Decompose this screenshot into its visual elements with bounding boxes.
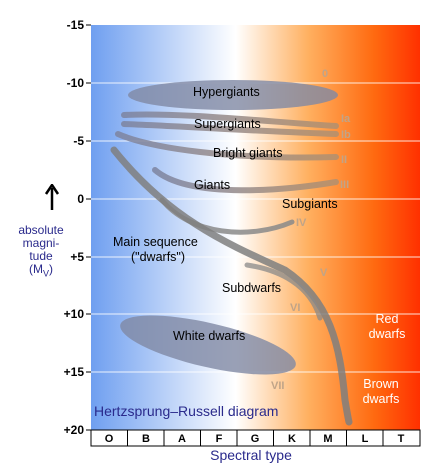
spectral-class-a: A <box>178 433 186 445</box>
y-axis-label-line: magni- <box>22 236 60 250</box>
spectral-class-b: B <box>142 433 150 445</box>
class-v-label: V <box>320 267 328 279</box>
class-vi-label: VI <box>290 302 300 314</box>
subdwarf-branch <box>244 262 323 321</box>
giants-label: Giants <box>194 178 230 192</box>
y-axis-label-line: absolute <box>18 223 64 237</box>
spectral-class-k: K <box>288 433 296 445</box>
spectral-class-g: G <box>251 433 260 445</box>
supergiant-ia-branch <box>121 111 339 129</box>
y-tick-label: +5 <box>70 250 84 264</box>
y-axis-label-line: tude <box>29 249 53 263</box>
red-dwarfs-label: Red <box>376 312 399 326</box>
y-tick-label: 0 <box>77 192 84 206</box>
white-dwarfs-region <box>120 315 296 375</box>
supergiants-label: Supergiants <box>194 117 261 131</box>
class-iii-label: III <box>340 179 349 191</box>
class-ia-label: Ia <box>341 113 351 125</box>
main-sequence-dwarfs-label: ("dwarfs") <box>131 250 185 264</box>
brown-dwarfs-label-2: dwarfs <box>363 392 400 406</box>
y-axis-symbol-open: (M <box>28 262 43 276</box>
class-ib-label: Ib <box>341 129 351 141</box>
hypergiants-region <box>128 80 338 110</box>
spectral-class-bar: O B A F G K M L T <box>90 429 421 447</box>
spectral-class-t: T <box>398 433 405 445</box>
y-tick-label: -10 <box>67 76 85 90</box>
giant-branches <box>110 111 353 426</box>
y-axis: -15 -10 -5 0 +5 +10 +15 +20 <box>64 18 91 437</box>
white-dwarfs-label: White dwarfs <box>173 329 245 343</box>
hypergiants-label: Hypergiants <box>193 85 260 99</box>
y-tick-label: -15 <box>67 18 85 32</box>
main-sequence-label: Main sequence <box>113 235 198 249</box>
red-dwarfs-label-2: dwarfs <box>369 327 406 341</box>
class-vii-label: VII <box>271 380 284 392</box>
arrow-up-icon <box>44 184 60 210</box>
y-axis-label: absolute magni- tude (MV) <box>8 224 74 280</box>
spectral-class-o: O <box>105 433 114 445</box>
y-tick-label: -5 <box>73 134 84 148</box>
brown-dwarfs-label: Brown <box>363 377 398 391</box>
class-ii-label: II <box>341 154 347 166</box>
subgiants-label: Subgiants <box>282 197 338 211</box>
y-tick-label: +20 <box>64 423 85 437</box>
y-axis-symbol-sub: V <box>42 268 49 279</box>
bright-giants-label: Bright giants <box>213 146 282 160</box>
y-axis-label-symbol: (MV) <box>8 263 74 280</box>
diagram-title: Hertzsprung–Russell diagram <box>94 403 278 419</box>
spectral-class-l: L <box>362 433 369 445</box>
main-sequence-band <box>110 146 353 426</box>
x-axis-label: Spectral type <box>210 447 292 463</box>
spectral-class-f: F <box>216 433 223 445</box>
y-tick-label: +15 <box>64 365 85 379</box>
class-0-label: 0 <box>322 68 328 80</box>
bright-giant-branch <box>115 131 339 161</box>
giant-branch <box>152 167 339 194</box>
spectral-class-m: M <box>323 433 332 445</box>
supergiant-ib-branch <box>121 121 339 137</box>
y-axis-symbol-close: ) <box>49 262 53 276</box>
y-tick-label: +10 <box>64 307 85 321</box>
subdwarfs-label: Subdwarfs <box>222 281 281 295</box>
class-iv-label: IV <box>296 217 307 229</box>
